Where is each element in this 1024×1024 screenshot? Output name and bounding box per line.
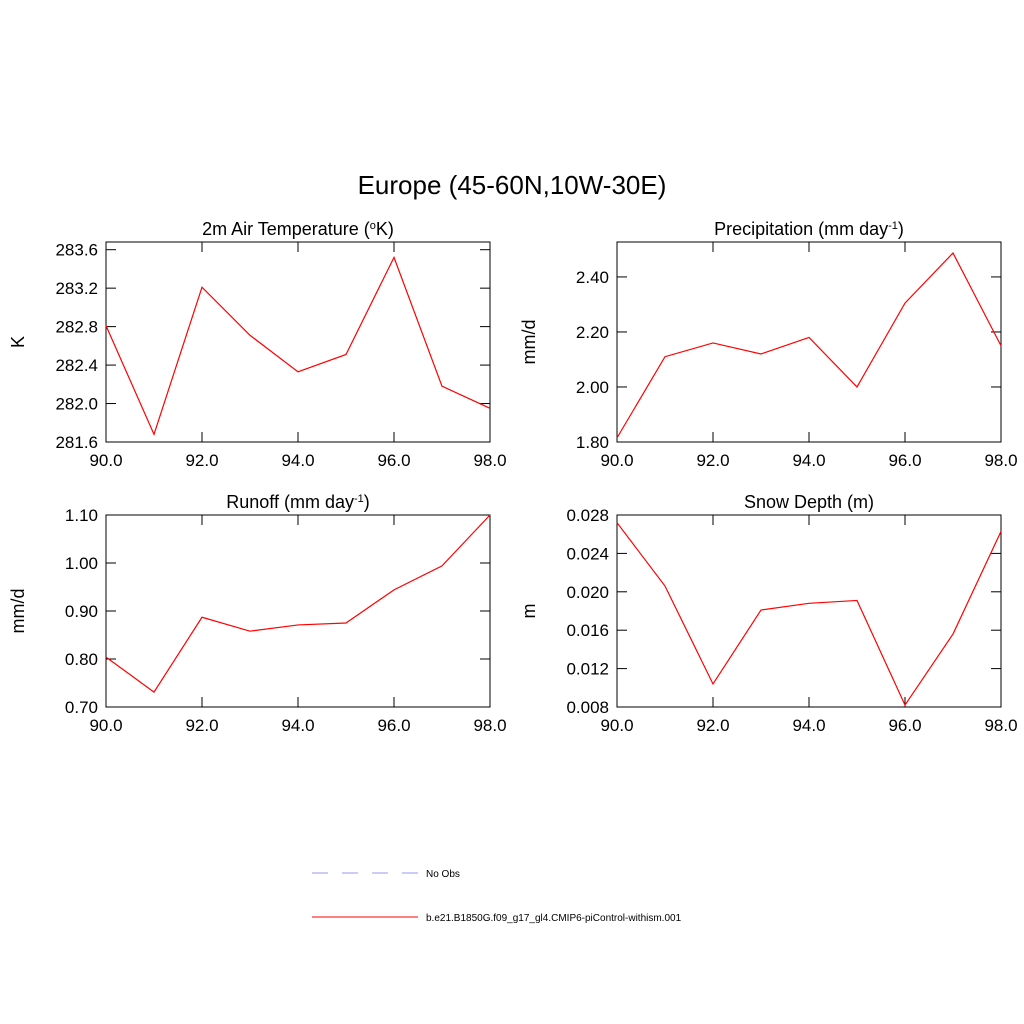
- legend-label: No Obs: [426, 869, 460, 880]
- y-tick-label: 281.6: [55, 433, 98, 452]
- panel-title-part: 2m Air Temperature (: [202, 219, 370, 239]
- plot-frame: [616, 241, 1002, 443]
- y-tick-label: 1.00: [65, 554, 98, 573]
- panel-title-part: Snow Depth (m): [744, 492, 874, 512]
- x-tick-label: 96.0: [888, 451, 921, 470]
- x-tick-label: 94.0: [792, 716, 825, 735]
- plot-frame: [105, 241, 491, 443]
- panel-title-part: Runoff (mm day: [226, 492, 354, 512]
- panel-title: Snow Depth (m): [744, 492, 874, 512]
- y-tick-label: 2.00: [576, 378, 609, 397]
- y-tick-label: 282.4: [55, 356, 98, 375]
- y-tick-label: 0.70: [65, 698, 98, 717]
- x-tick-label: 94.0: [792, 451, 825, 470]
- figure-title: Europe (45-60N,10W-30E): [358, 170, 667, 200]
- x-tick-label: 92.0: [185, 451, 218, 470]
- y-tick-label: 282.8: [55, 318, 98, 337]
- y-tick-label: 0.028: [566, 506, 609, 525]
- x-tick-label: 96.0: [888, 716, 921, 735]
- data-line: [105, 255, 491, 436]
- y-tick-label: 1.10: [65, 506, 98, 525]
- x-tick-label: 90.0: [89, 451, 122, 470]
- y-tick-label: 2.20: [576, 323, 609, 342]
- data-line: [105, 514, 491, 693]
- x-tick-label: 98.0: [473, 716, 506, 735]
- x-tick-label: 98.0: [984, 716, 1017, 735]
- y-tick-label: 0.80: [65, 650, 98, 669]
- y-tick-label: 0.020: [566, 583, 609, 602]
- y-axis-label: mm/d: [519, 320, 539, 365]
- x-tick-label: 96.0: [377, 451, 410, 470]
- panel-title-part: -1: [354, 493, 364, 505]
- y-tick-label: 1.80: [576, 433, 609, 452]
- x-tick-label: 92.0: [185, 716, 218, 735]
- legend-label: b.e21.B1850G.f09_g17_gl4.CMIP6-piControl…: [426, 913, 682, 924]
- panel-title: Runoff (mm day-1): [226, 492, 370, 512]
- y-tick-label: 283.6: [55, 241, 98, 260]
- panel-title-part: Precipitation (mm day: [714, 219, 888, 239]
- data-line: [616, 251, 1002, 439]
- x-tick-label: 94.0: [281, 451, 314, 470]
- panel-title-part: -1: [888, 220, 898, 232]
- panel-title-part: K): [376, 219, 394, 239]
- x-tick-label: 92.0: [696, 716, 729, 735]
- panel-title-part: ): [898, 219, 904, 239]
- y-tick-label: 2.40: [576, 268, 609, 287]
- y-axis-label: m: [519, 604, 539, 619]
- x-tick-label: 90.0: [600, 451, 633, 470]
- y-axis-label: mm/d: [8, 589, 28, 634]
- y-tick-label: 283.2: [55, 279, 98, 298]
- y-tick-label: 0.90: [65, 602, 98, 621]
- y-tick-label: 0.008: [566, 698, 609, 717]
- x-tick-label: 90.0: [89, 716, 122, 735]
- y-tick-label: 0.016: [566, 621, 609, 640]
- plot-frame: [616, 514, 1002, 708]
- y-tick-label: 0.012: [566, 660, 609, 679]
- y-tick-label: 282.0: [55, 395, 98, 414]
- y-tick-label: 0.024: [566, 544, 609, 563]
- y-axis-label: K: [8, 336, 28, 348]
- panel-title-part: ): [364, 492, 370, 512]
- panel-title: Precipitation (mm day-1): [714, 219, 904, 239]
- x-tick-label: 96.0: [377, 716, 410, 735]
- x-tick-label: 94.0: [281, 716, 314, 735]
- data-line: [616, 522, 1002, 707]
- x-tick-label: 92.0: [696, 451, 729, 470]
- x-tick-label: 98.0: [984, 451, 1017, 470]
- x-tick-label: 98.0: [473, 451, 506, 470]
- panel-title: 2m Air Temperature (oK): [202, 219, 394, 239]
- x-tick-label: 90.0: [600, 716, 633, 735]
- panel-title-part: o: [370, 220, 376, 232]
